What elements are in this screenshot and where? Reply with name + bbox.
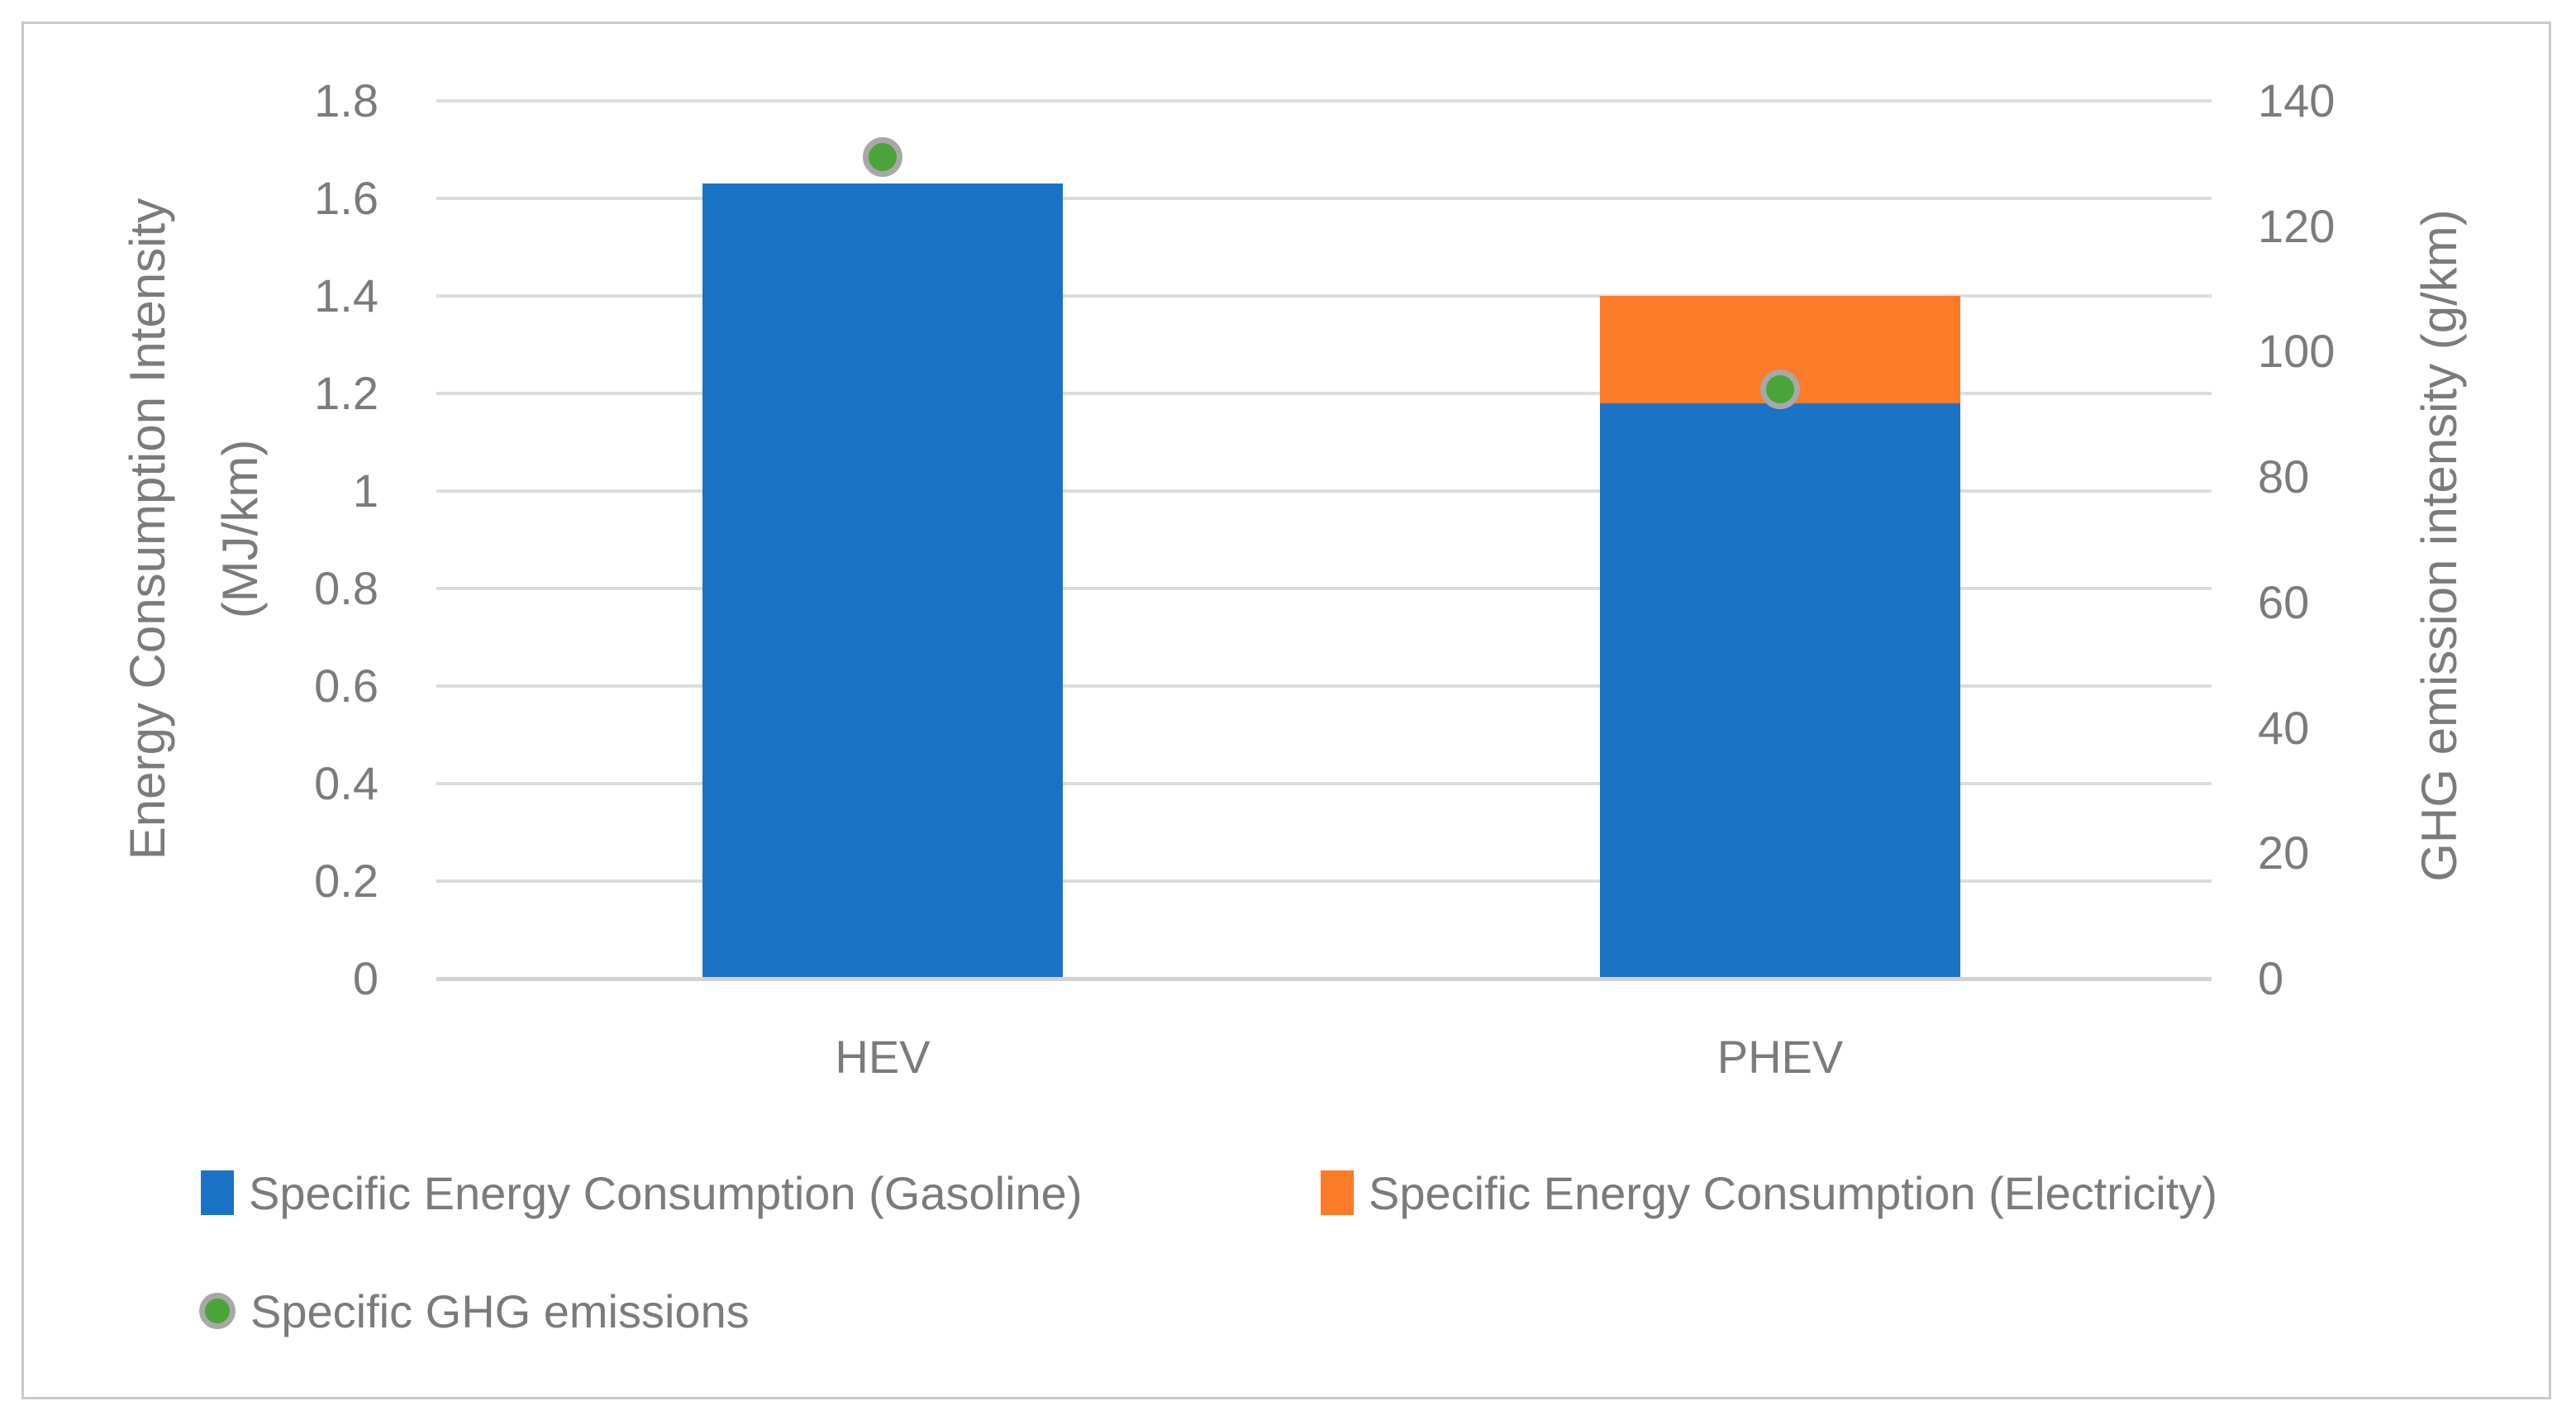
right-axis-tick-label: 120	[2258, 199, 2336, 252]
category-label: PHEV	[1717, 1031, 1844, 1083]
gridline	[436, 489, 2212, 493]
left-axis-tick-label: 0.8	[314, 562, 379, 614]
left-axis-tick-label: 0.4	[314, 757, 379, 809]
right-axis-tick-label: 80	[2258, 450, 2310, 503]
left-axis-tick-label: 1.4	[314, 269, 379, 322]
legend-item-electricity: Specific Energy Consumption (Electricity…	[1321, 1163, 2217, 1222]
gridline	[436, 782, 2212, 785]
ghg-dot	[1760, 369, 1800, 409]
legend-key-gasoline-icon	[201, 1170, 234, 1215]
legend-label-ghg: Specific GHG emissions	[250, 1284, 750, 1337]
left-axis-tick-label: 0	[352, 952, 379, 1004]
legend-item-gasoline: Specific Energy Consumption (Gasoline)	[201, 1163, 1082, 1222]
right-axis-title: GHG emission intensity (g/km)	[2393, 0, 2486, 1124]
left-axis-title: Energy Consumption Intensity (MJ/km)	[102, 0, 287, 1108]
right-axis-tick-label: 0	[2258, 952, 2284, 1004]
gridline	[436, 684, 2212, 688]
left-axis-tick-label: 1.2	[314, 367, 379, 419]
x-axis-line	[436, 977, 2212, 981]
gridline	[436, 99, 2212, 102]
left-axis-tick-label: 0.6	[314, 660, 379, 712]
legend-marker-ghg-icon	[199, 1293, 236, 1329]
right-axis-tick-label: 20	[2258, 827, 2310, 879]
legend-key-electricity-icon	[1321, 1170, 1354, 1215]
gridline	[436, 587, 2212, 590]
gridline	[436, 197, 2212, 200]
left-axis-tick-label: 1	[352, 465, 379, 517]
left-axis-tick-label: 0.2	[314, 855, 379, 907]
right-axis-tick-label: 60	[2258, 575, 2310, 628]
legend-label-gasoline: Specific Energy Consumption (Gasoline)	[249, 1166, 1083, 1219]
left-axis-title-line2: (MJ/km)	[212, 439, 268, 619]
gridline	[436, 294, 2212, 298]
right-axis-tick-label: 40	[2258, 701, 2310, 754]
right-axis-title-line: GHG emission intensity (g/km)	[2412, 209, 2467, 882]
bar-segment-gasoline	[702, 183, 1063, 979]
gridline	[436, 392, 2212, 395]
legend-item-ghg: Specific GHG emissions	[199, 1281, 750, 1341]
left-axis-title-line1: Energy Consumption Intensity	[120, 198, 175, 860]
legend-label-electricity: Specific Energy Consumption (Electricity…	[1369, 1166, 2218, 1219]
right-axis-tick-label: 140	[2258, 74, 2336, 126]
left-axis-tick-label: 1.6	[314, 172, 379, 224]
gridline	[436, 879, 2212, 883]
category-label: HEV	[835, 1031, 931, 1083]
bar-segment-gasoline	[1600, 403, 1960, 979]
left-axis-tick-label: 1.8	[314, 74, 379, 126]
right-axis-tick-label: 100	[2258, 325, 2336, 378]
figure-frame	[21, 21, 2551, 1399]
ghg-dot	[863, 137, 902, 178]
